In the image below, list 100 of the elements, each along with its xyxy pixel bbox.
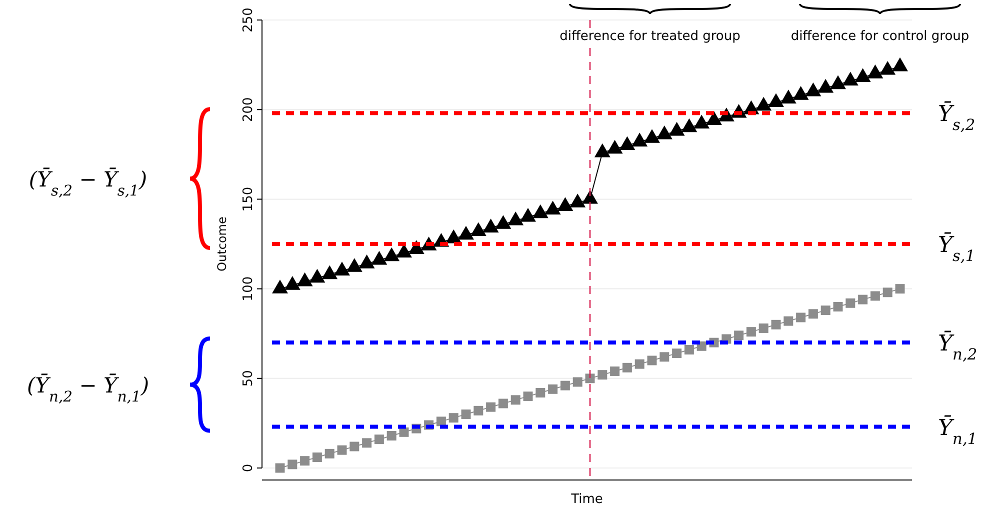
point — [548, 384, 558, 394]
point — [560, 380, 570, 390]
ref-line-label: Ȳ$_{s,1}$ — [938, 232, 976, 265]
point — [296, 272, 313, 286]
point — [523, 392, 533, 402]
point — [536, 388, 546, 398]
point — [371, 250, 388, 265]
point — [582, 190, 598, 204]
point — [482, 218, 499, 232]
point — [668, 122, 685, 136]
point — [474, 406, 484, 416]
ref-line-label: Ȳ$_{n,1}$ — [938, 414, 978, 448]
y-tick-label: 50 — [241, 370, 256, 387]
ref-line-label: Ȳ$_{n,2}$ — [938, 330, 978, 364]
text: (Ȳ$_{s,2}$ − Ȳ$_{s,1}$) — [28, 168, 148, 200]
point — [309, 268, 326, 283]
point — [818, 78, 834, 93]
point — [572, 377, 582, 387]
point — [870, 291, 880, 301]
point — [448, 413, 458, 423]
point — [324, 448, 334, 458]
point — [660, 352, 670, 362]
point — [634, 359, 644, 369]
point — [346, 258, 362, 272]
point — [672, 348, 682, 358]
point — [833, 302, 843, 312]
x-axis-title: Time — [570, 492, 603, 507]
point — [619, 136, 636, 150]
point — [656, 125, 672, 140]
point — [805, 82, 822, 96]
point — [470, 222, 486, 236]
point — [570, 194, 586, 208]
point — [358, 254, 375, 268]
point — [300, 456, 310, 466]
point — [350, 442, 360, 452]
point — [892, 57, 908, 72]
point — [768, 93, 784, 108]
point — [495, 215, 512, 229]
point — [272, 280, 288, 294]
point — [734, 330, 744, 340]
y-tick-label: 100 — [241, 276, 256, 302]
point — [275, 463, 285, 473]
point — [796, 312, 806, 322]
point — [610, 366, 620, 376]
point — [820, 306, 830, 316]
point — [544, 200, 561, 215]
y-tick-label: 250 — [241, 8, 256, 32]
point — [498, 398, 508, 408]
point — [486, 402, 496, 412]
point — [585, 374, 595, 384]
point — [867, 64, 884, 78]
point — [312, 452, 322, 462]
point — [854, 68, 871, 82]
point — [647, 356, 657, 366]
point — [780, 90, 796, 104]
point — [756, 96, 772, 111]
point — [362, 438, 372, 448]
point — [334, 262, 350, 276]
point — [681, 118, 698, 132]
point — [532, 204, 548, 218]
point — [461, 409, 471, 419]
point — [508, 212, 524, 226]
point — [374, 434, 384, 444]
point — [598, 370, 608, 380]
point — [520, 208, 536, 222]
point — [771, 320, 781, 330]
annotation: difference for control group — [790, 29, 970, 44]
point — [746, 327, 756, 337]
point — [594, 143, 610, 158]
point — [895, 284, 905, 294]
point — [694, 114, 710, 129]
point — [846, 298, 856, 308]
point — [606, 140, 623, 154]
point — [322, 265, 338, 280]
point — [784, 316, 794, 326]
point — [858, 294, 868, 304]
point — [758, 323, 768, 333]
point — [792, 86, 809, 100]
point — [337, 445, 347, 455]
y-tick-label: 0 — [241, 464, 256, 472]
point — [436, 416, 446, 426]
point — [386, 431, 396, 440]
y-tick-label: 200 — [241, 97, 256, 122]
point — [288, 460, 298, 470]
point — [808, 309, 818, 319]
point — [632, 132, 648, 146]
point — [458, 226, 474, 240]
point — [882, 288, 892, 298]
point — [880, 60, 896, 75]
y-axis-title: Outcome — [215, 216, 229, 272]
y-tick-label: 150 — [241, 186, 256, 212]
point — [706, 111, 722, 125]
point — [557, 197, 574, 211]
point — [284, 276, 300, 290]
text: (Ȳ$_{n,2}$ − Ȳ$_{n,1}$) — [26, 374, 150, 406]
ref-line-label: Ȳ$_{s,2}$ — [938, 101, 976, 134]
point — [644, 129, 660, 143]
point — [510, 395, 520, 405]
point — [384, 247, 400, 262]
point — [830, 75, 846, 90]
